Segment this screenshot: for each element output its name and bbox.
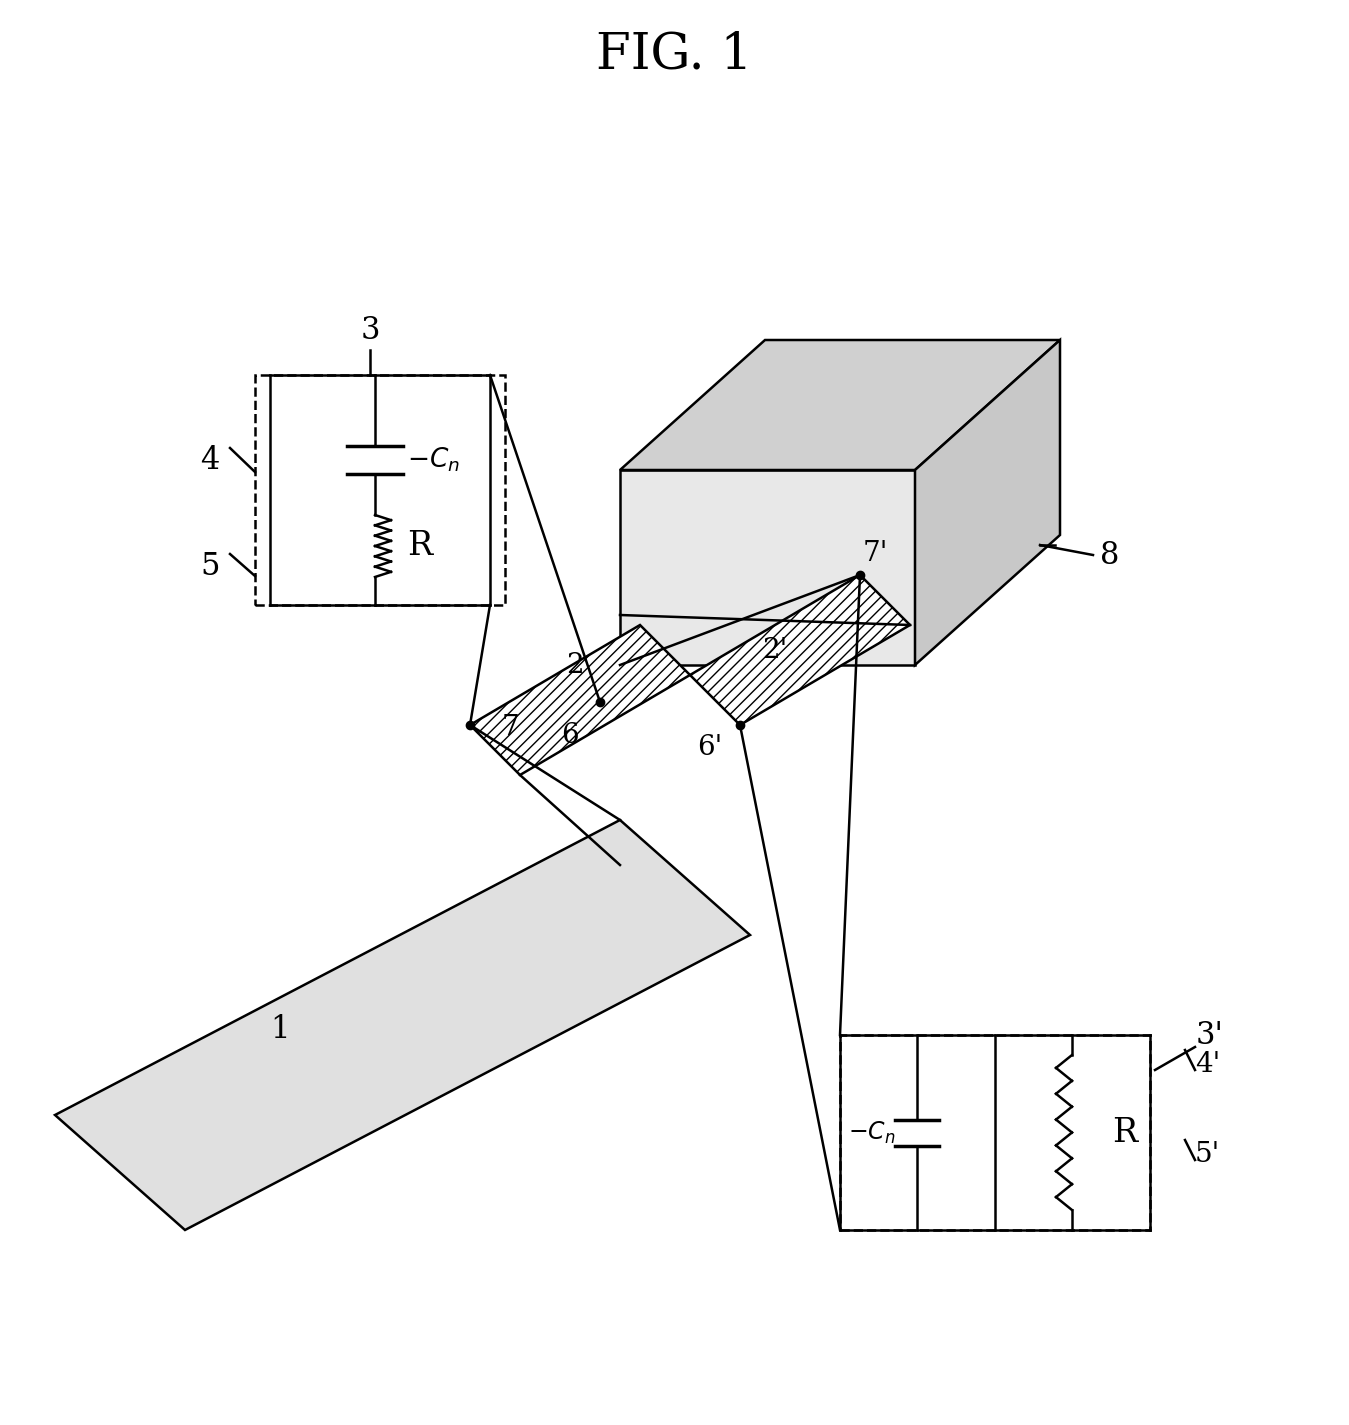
Text: 6: 6 (561, 721, 579, 748)
Polygon shape (621, 341, 1060, 470)
Text: 7: 7 (500, 714, 519, 741)
Text: 3: 3 (360, 315, 380, 345)
Text: R: R (1112, 1117, 1137, 1149)
Text: 8: 8 (1101, 540, 1120, 570)
Bar (255, 375, 505, 606)
Text: 5': 5' (1195, 1141, 1221, 1168)
Text: 4': 4' (1195, 1052, 1221, 1079)
Text: 1: 1 (270, 1015, 290, 1046)
Text: R: R (407, 530, 432, 561)
Polygon shape (689, 576, 911, 725)
Text: 5: 5 (200, 550, 220, 581)
Polygon shape (55, 819, 750, 1230)
Text: 3': 3' (1197, 1019, 1224, 1050)
Text: 7': 7' (862, 540, 888, 567)
Polygon shape (469, 626, 689, 775)
Text: 2: 2 (567, 651, 584, 678)
Polygon shape (621, 470, 915, 665)
Text: 4: 4 (201, 445, 220, 476)
Text: 2': 2' (762, 637, 788, 664)
Text: $-C_n$: $-C_n$ (849, 1120, 896, 1146)
Text: $-C_n$: $-C_n$ (407, 446, 460, 475)
Bar (840, 1035, 1149, 1230)
Text: FIG. 1: FIG. 1 (596, 30, 753, 80)
Text: 6': 6' (697, 734, 723, 761)
Polygon shape (915, 341, 1060, 665)
